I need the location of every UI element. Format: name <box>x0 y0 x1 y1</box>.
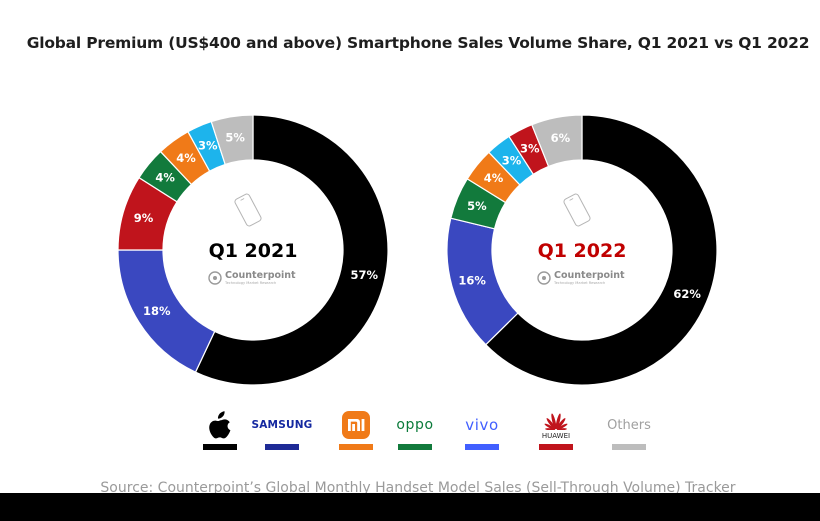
slice-label-samsung: 16% <box>458 273 486 287</box>
huawei-logo-text: HUAWEI <box>541 432 571 440</box>
xiaomi-logo-icon <box>342 411 370 439</box>
legend-item-samsung: SAMSUNG <box>247 408 317 454</box>
bottom-bar <box>0 493 820 521</box>
phone-outline-icon <box>563 193 591 227</box>
slice-others <box>531 114 583 168</box>
legend-swatch-samsung <box>265 444 299 450</box>
watermark-brand: Counterpoint <box>225 270 296 281</box>
legend-swatch-oppo <box>398 444 432 450</box>
legend-item-oppo: oppo <box>380 408 450 454</box>
legend-item-huawei: HUAWEI <box>521 408 591 454</box>
slice-label-huawei: 9% <box>134 211 154 225</box>
slice-apple <box>484 114 718 386</box>
legend-swatch-huawei <box>539 444 573 450</box>
slice-label-xiaomi: 4% <box>484 171 504 185</box>
legend-swatch-others <box>612 444 646 450</box>
legend-item-xiaomi <box>321 408 391 454</box>
legend-item-apple <box>185 408 255 454</box>
source-note: Source: Counterpoint’s Global Monthly Ha… <box>100 480 736 496</box>
apple-logo-icon <box>209 411 231 439</box>
center-label: Q1 2022 <box>538 240 627 262</box>
legend-swatch-xiaomi <box>339 444 373 450</box>
slice-apple <box>194 114 389 386</box>
samsung-logo-text: SAMSUNG <box>251 419 313 431</box>
legend-swatch-apple <box>203 444 237 450</box>
slice-label-vivo: 3% <box>502 153 522 167</box>
legend-swatch-vivo <box>465 444 499 450</box>
counterpoint-logo-icon <box>537 271 551 285</box>
watermark-tagline: Technology Market Research <box>224 281 276 285</box>
slice-label-others: 5% <box>225 130 245 144</box>
slice-label-others: 6% <box>551 131 571 145</box>
legend-item-vivo: vivo <box>447 408 517 454</box>
slice-label-samsung: 18% <box>143 304 171 318</box>
watermark-tagline: Technology Market Research <box>553 281 605 285</box>
vivo-logo-text: vivo <box>465 416 499 434</box>
slice-label-oppo: 5% <box>467 199 487 213</box>
legend: SAMSUNG oppo vivo <box>185 408 665 454</box>
chart-title: Global Premium (US$400 and above) Smartp… <box>26 34 810 52</box>
others-label: Others <box>607 417 651 433</box>
phone-outline-icon <box>234 193 262 227</box>
counterpoint-logo-icon <box>208 271 222 285</box>
slice-label-apple: 57% <box>350 268 378 282</box>
legend-item-others: Others <box>594 408 664 454</box>
oppo-logo-text: oppo <box>396 417 434 433</box>
donut-chart-q1-2021: 57%18%9%4%4%3%5%Q1 2021CounterpointTechn… <box>117 114 389 386</box>
slice-label-oppo: 4% <box>155 170 175 184</box>
watermark-brand: Counterpoint <box>554 270 625 281</box>
huawei-logo-icon <box>544 413 568 430</box>
slice-label-huawei: 3% <box>520 142 540 156</box>
donut-chart-q1-2022: 62% 16% 5% 4% 3%3% 6% Q1 2022 CounterpointTechn… <box>446 114 718 386</box>
slice-others <box>210 114 254 166</box>
center-label: Q1 2021 <box>209 240 298 262</box>
slice-label-xiaomi: 4% <box>176 151 196 165</box>
slice-label-vivo: 3% <box>198 138 218 152</box>
slice-label-apple: 62% <box>673 287 701 301</box>
